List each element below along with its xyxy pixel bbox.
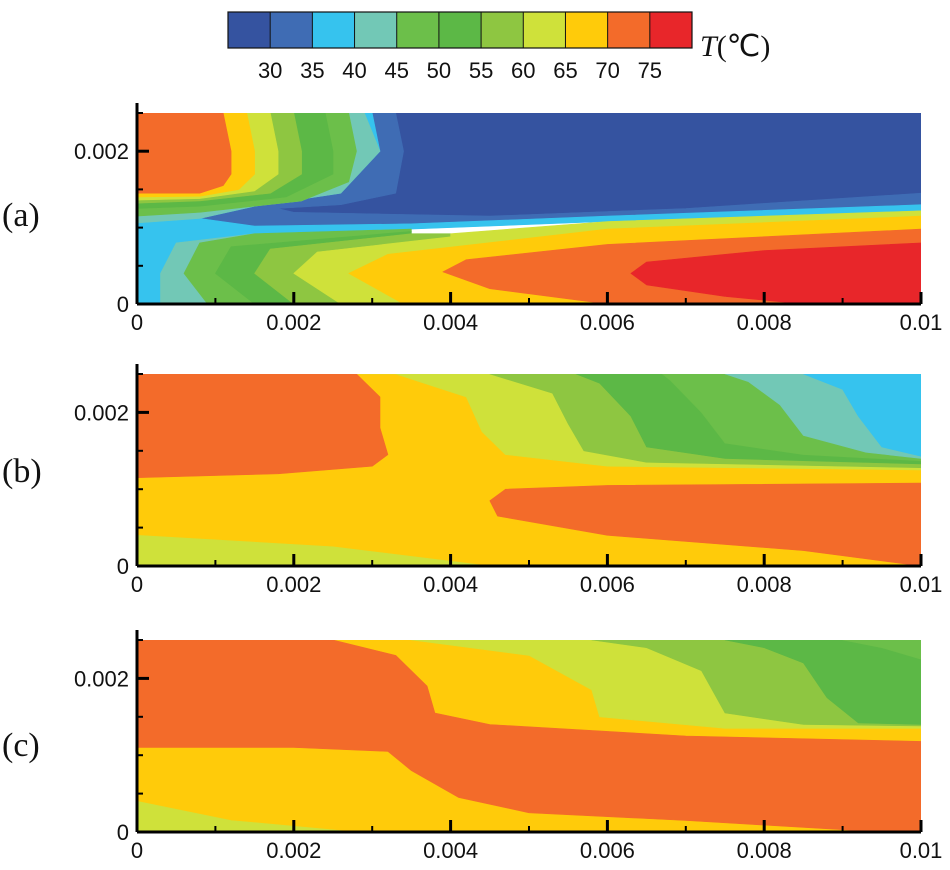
x-tick-label: 0.006	[580, 310, 635, 335]
contour-band	[137, 801, 357, 832]
contour-area	[137, 113, 921, 304]
y-tick-label: 0	[117, 292, 129, 317]
x-tick-label: 0.006	[580, 838, 635, 863]
x-tick-label: 0.008	[737, 572, 792, 597]
colorbar-legend: 30 35 40 45 50 55 60 65 70 75 T(℃)	[227, 11, 770, 83]
contour-band	[803, 374, 921, 457]
contour-panels: 0 0.002 0.004 0.006 0.008 0.01 0 0.002 (a) 0 0.002…	[2, 103, 942, 863]
colorbar-title-symbol: T	[700, 30, 719, 63]
x-tick-label: 0.004	[423, 838, 478, 863]
colorbar-swatch	[649, 12, 693, 48]
colorbar-tick-label: 60	[511, 58, 535, 83]
contour-panel: 0 0.002 0.004 0.006 0.008 0.01 0 0.002 (b)	[2, 364, 943, 597]
y-tick-label: 0	[117, 820, 129, 845]
colorbar-swatch	[312, 12, 356, 48]
colorbar-title-unit: (℃)	[717, 30, 771, 63]
y-tick-label: 0.002	[74, 666, 129, 691]
colorbar-swatch	[354, 12, 398, 48]
contour-panel: 0 0.002 0.004 0.006 0.008 0.01 0 0.002 (a)	[2, 103, 942, 335]
x-tick-label: 0	[131, 572, 143, 597]
colorbar-tick-label: 55	[469, 58, 493, 83]
contour-band	[137, 535, 491, 566]
x-tick-label: 0.002	[266, 310, 321, 335]
contour-band	[137, 113, 232, 194]
x-tick-label: 0.004	[423, 572, 478, 597]
contour-band	[724, 640, 921, 725]
colorbar-frame	[227, 11, 693, 49]
x-tick-label: 0.002	[266, 572, 321, 597]
colorbar-swatch	[228, 12, 271, 48]
contour-band	[137, 640, 921, 832]
colorbar-tick-label: 65	[553, 58, 577, 83]
colorbar-swatch	[396, 12, 440, 48]
contour-band	[842, 640, 921, 660]
x-tick-label: 0.008	[737, 310, 792, 335]
y-tick-label: 0	[117, 554, 129, 579]
contour-band	[489, 482, 921, 566]
contour-panel: 0 0.002 0.004 0.006 0.008 0.01 0 0.002 (c)	[2, 630, 943, 863]
colorbar-tick-label: 45	[384, 58, 408, 83]
panel-label: (c)	[2, 727, 40, 764]
contour-area	[137, 374, 921, 566]
x-tick-label: 0.01	[900, 572, 943, 597]
x-tick-label: 0	[131, 838, 143, 863]
colorbar-tick-label: 75	[638, 58, 662, 83]
colorbar-tick-label: 30	[258, 58, 282, 83]
colorbar-swatch	[438, 12, 482, 48]
x-tick-label: 0	[131, 310, 143, 335]
x-tick-label: 0.01	[900, 838, 943, 863]
x-tick-label: 0.01	[900, 310, 943, 335]
colorbar-swatch	[607, 12, 651, 48]
colorbar-tick-label: 35	[300, 58, 324, 83]
x-tick-label: 0.006	[580, 572, 635, 597]
x-tick-label: 0.004	[423, 310, 478, 335]
colorbar-swatch	[565, 12, 609, 48]
y-tick-label: 0.002	[74, 139, 129, 164]
colorbar-swatch	[523, 12, 566, 48]
colorbar-tick-label: 50	[427, 58, 451, 83]
contour-area	[137, 640, 921, 832]
panel-label: (b)	[2, 453, 42, 490]
panel-label: (a)	[2, 197, 40, 234]
y-tick-label: 0.002	[74, 400, 129, 425]
x-tick-label: 0.008	[737, 838, 792, 863]
colorbar-swatch	[481, 12, 524, 48]
x-tick-label: 0.002	[266, 838, 321, 863]
colorbar-tick-label: 40	[342, 58, 366, 83]
contour-band	[630, 242, 921, 304]
contour-band	[137, 374, 389, 478]
colorbar-swatch	[270, 12, 313, 48]
colorbar-tick-label: 70	[595, 58, 619, 83]
colorbar-title: T(℃)	[700, 30, 770, 63]
